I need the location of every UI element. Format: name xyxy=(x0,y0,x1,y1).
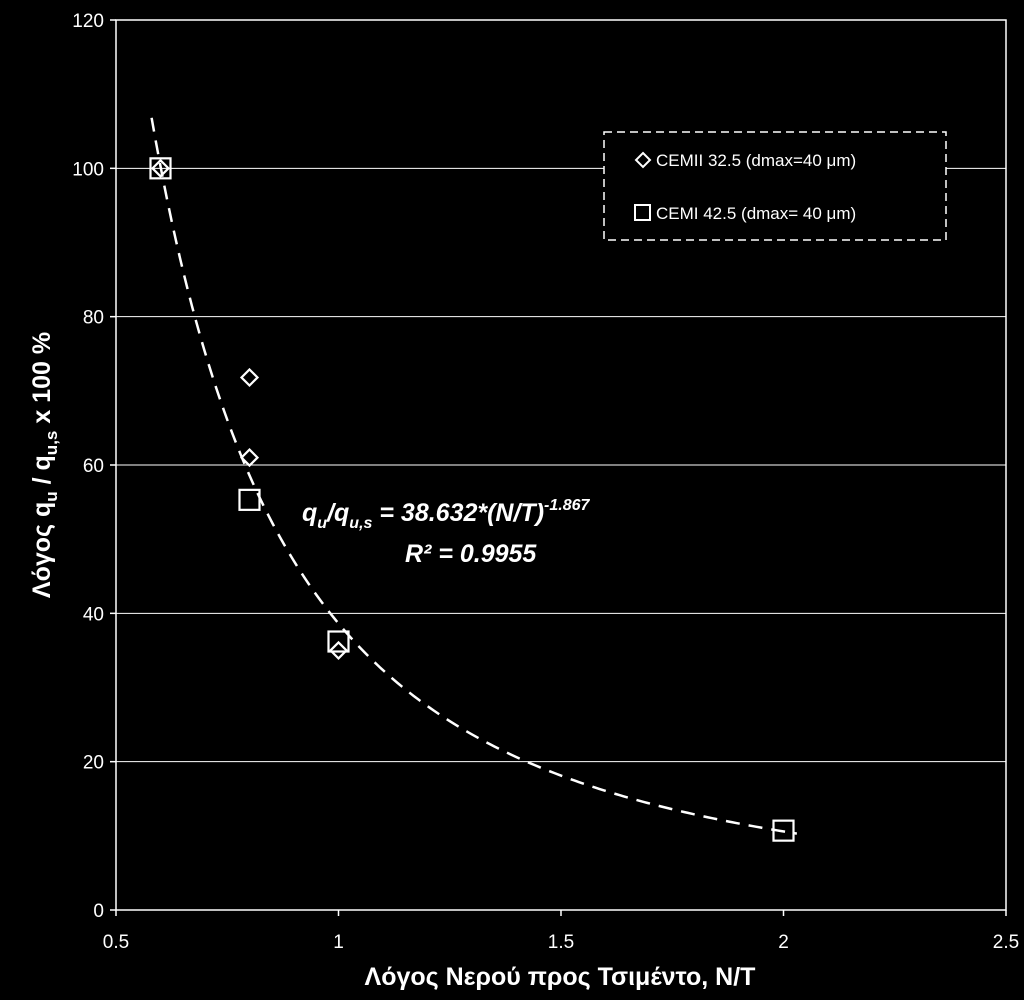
r-squared-label: R² = 0.9955 xyxy=(405,540,537,568)
x-tick-label-2: 1.5 xyxy=(548,932,574,953)
point-series-2-0 xyxy=(149,157,172,180)
legend-label-series-2: CEMI 42.5 (dmax= 40 μm) xyxy=(656,204,856,223)
legend: CEMII 32.5 (dmax=40 μm) CEMI 42.5 (dmax=… xyxy=(603,131,947,241)
legend-diamond-marker xyxy=(634,151,652,169)
y-tick-label-2: 40 xyxy=(83,604,104,625)
gridlines xyxy=(116,167,1006,763)
y-tick-label-3: 60 xyxy=(83,456,104,477)
y-tick-label-4: 80 xyxy=(83,308,104,329)
y-axis-title: Λόγος qu / qu,s x 100 % xyxy=(28,332,61,598)
trend-equation: qu/qu,s = 38.632*(N/T)-1.867 xyxy=(302,497,591,532)
point-series-1-2 xyxy=(239,448,260,468)
y-axis-ticks: 0 20 40 60 80 100 120 xyxy=(72,11,116,922)
y-tick-label-0: 0 xyxy=(93,901,104,922)
y-tick-label-5: 100 xyxy=(72,159,104,180)
x-axis-title: Λόγος Νερού προς Τσιμέντο, Ν/Τ xyxy=(365,963,756,991)
point-series-1-0 xyxy=(150,158,171,178)
point-series-2-3 xyxy=(772,819,795,842)
point-series-1-1 xyxy=(239,367,260,388)
point-series-1-3 xyxy=(328,640,349,660)
x-tick-label-1: 1 xyxy=(333,932,344,953)
legend-label-series-1: CEMII 32.5 (dmax=40 μm) xyxy=(656,151,856,170)
y-tick-label-6: 120 xyxy=(72,11,104,32)
legend-square-marker xyxy=(634,204,651,221)
x-tick-label-3: 2 xyxy=(778,932,789,953)
x-tick-label-0: 0.5 xyxy=(103,932,129,953)
x-axis-ticks: 0.5 1 1.5 2 2.5 xyxy=(103,910,1019,953)
x-tick-label-4: 2.5 xyxy=(993,932,1019,953)
y-tick-label-1: 20 xyxy=(83,753,104,774)
data-points xyxy=(149,157,795,842)
point-series-2-2 xyxy=(327,630,350,653)
legend-box xyxy=(603,131,947,241)
point-series-2-1 xyxy=(238,488,261,511)
